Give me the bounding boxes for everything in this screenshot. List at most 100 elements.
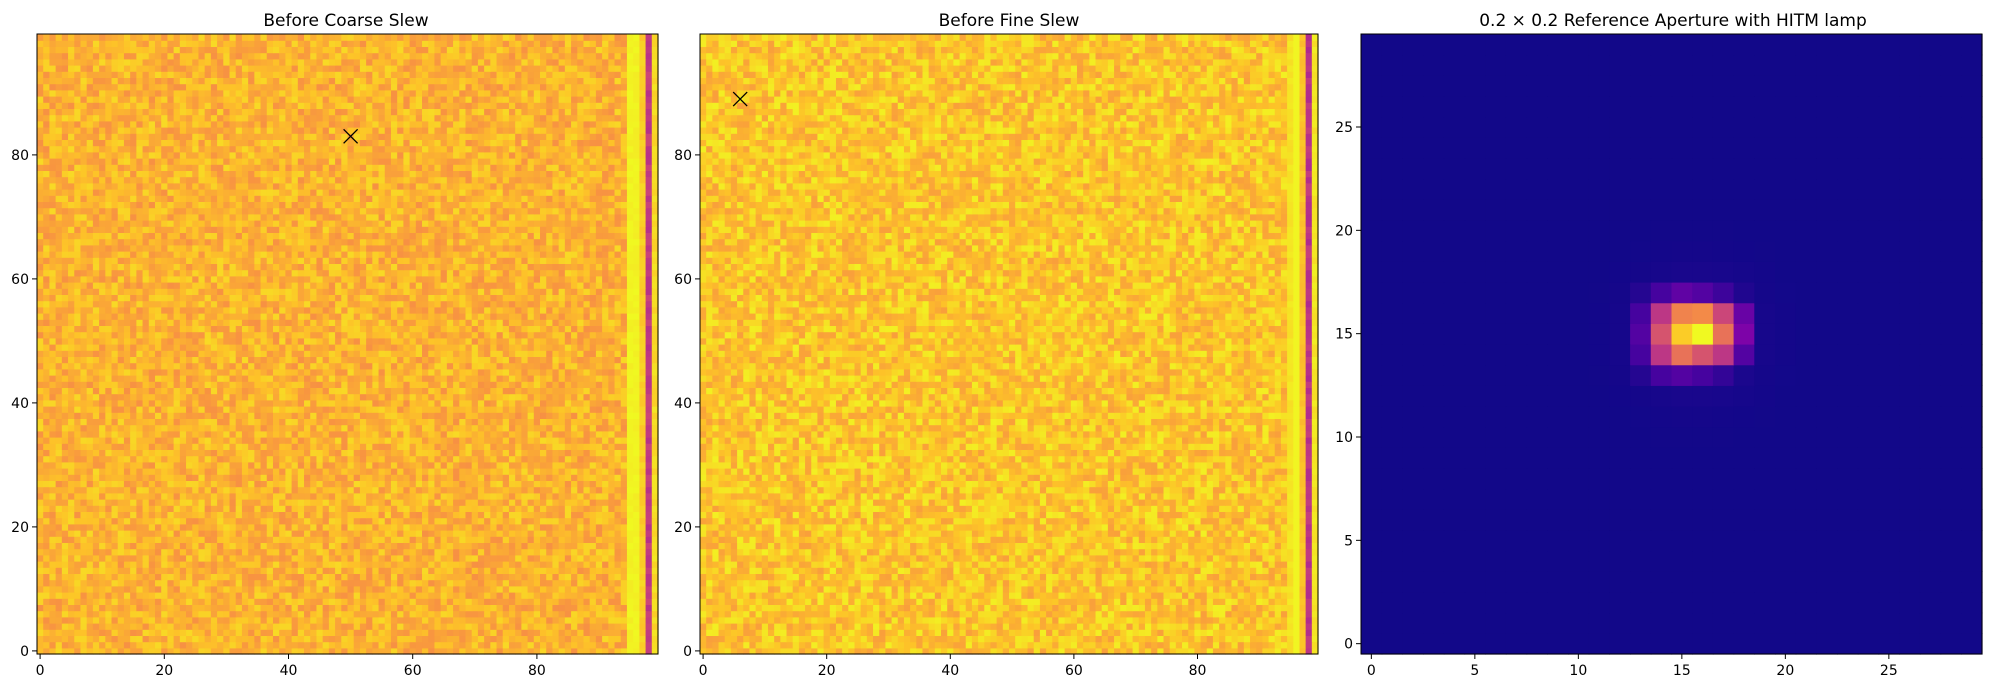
heatmap-cell	[316, 573, 323, 580]
heatmap-cell	[37, 499, 44, 506]
heatmap-cell	[292, 567, 299, 574]
heatmap-cell	[261, 462, 268, 469]
heatmap-cell	[646, 586, 653, 593]
heatmap-cell	[149, 524, 156, 531]
heatmap-cell	[205, 456, 212, 463]
heatmap-cell	[397, 406, 404, 413]
heatmap-cell	[528, 598, 535, 605]
heatmap-cell	[410, 555, 417, 562]
heatmap-cell	[615, 406, 622, 413]
heatmap-cell	[267, 468, 274, 475]
heatmap-cell	[341, 499, 348, 506]
heatmap-cell	[434, 499, 441, 506]
heatmap-cell	[205, 480, 212, 487]
heatmap-cell	[379, 629, 386, 636]
heatmap-cell	[316, 375, 323, 382]
heatmap-cell	[348, 437, 355, 444]
heatmap-cell	[186, 456, 193, 463]
heatmap-cell	[528, 462, 535, 469]
heatmap-cell	[285, 580, 292, 587]
heatmap-cell	[608, 536, 615, 543]
heatmap-cell	[254, 449, 261, 456]
heatmap-cell	[161, 604, 168, 611]
heatmap-cell	[385, 592, 392, 599]
heatmap-cell	[93, 629, 100, 636]
heatmap-cell	[596, 542, 603, 549]
heatmap-cell	[621, 400, 628, 407]
heatmap-cell	[447, 437, 454, 444]
heatmap-cell	[118, 462, 125, 469]
heatmap-cell	[37, 400, 44, 407]
heatmap-cell	[633, 511, 640, 518]
heatmap-cell	[497, 586, 504, 593]
heatmap-cell	[515, 561, 522, 568]
heatmap-cell	[186, 511, 193, 518]
heatmap-cell	[254, 530, 261, 537]
heatmap-cell	[242, 549, 249, 556]
heatmap-cell	[615, 431, 622, 438]
heatmap-cell	[136, 573, 143, 580]
heatmap-cell	[261, 456, 268, 463]
heatmap-cell	[335, 561, 342, 568]
heatmap-cell	[379, 518, 386, 525]
heatmap-cell	[56, 604, 63, 611]
heatmap-cell	[633, 468, 640, 475]
heatmap-cell	[379, 611, 386, 618]
heatmap-cell	[56, 555, 63, 562]
heatmap-cell	[130, 542, 137, 549]
heatmap-cell	[459, 480, 466, 487]
heatmap-cell	[242, 642, 249, 649]
heatmap-cell	[298, 480, 305, 487]
heatmap-cell	[167, 412, 174, 419]
heatmap-cell	[323, 406, 330, 413]
heatmap-cell	[646, 499, 653, 506]
heatmap-cell	[198, 375, 205, 382]
heatmap-cell	[503, 642, 510, 649]
heatmap-cell	[360, 573, 367, 580]
heatmap-cell	[583, 611, 590, 618]
heatmap-cell	[434, 518, 441, 525]
heatmap-cell	[627, 437, 634, 444]
heatmap-cell	[472, 418, 479, 425]
heatmap-cell	[403, 449, 410, 456]
heatmap-cell	[552, 530, 559, 537]
heatmap-cell	[285, 598, 292, 605]
heatmap-cell	[248, 623, 255, 630]
heatmap-cell	[428, 536, 435, 543]
heatmap-cell	[93, 400, 100, 407]
heatmap-cell	[161, 487, 168, 494]
heatmap-cell	[627, 555, 634, 562]
heatmap-cell	[403, 542, 410, 549]
heatmap-cell	[441, 406, 448, 413]
heatmap-cell	[472, 505, 479, 512]
heatmap-cell	[497, 561, 504, 568]
heatmap-cell	[465, 456, 472, 463]
heatmap-cell	[292, 611, 299, 618]
heatmap-cell	[341, 611, 348, 618]
heatmap-cell	[639, 586, 646, 593]
heatmap-cell	[615, 394, 622, 401]
heatmap-cell	[397, 642, 404, 649]
heatmap-cell	[167, 592, 174, 599]
heatmap-cell	[472, 586, 479, 593]
heatmap-cell	[267, 474, 274, 481]
heatmap-cell	[633, 505, 640, 512]
heatmap-cell	[310, 425, 317, 432]
heatmap-cell	[348, 456, 355, 463]
heatmap-cell	[540, 598, 547, 605]
heatmap-cell	[49, 449, 56, 456]
heatmap-cell	[155, 511, 162, 518]
heatmap-cell	[87, 456, 94, 463]
heatmap-cell	[279, 536, 286, 543]
heatmap-cell	[236, 480, 243, 487]
heatmap-cell	[254, 462, 261, 469]
heatmap-cell	[74, 468, 81, 475]
heatmap-cell	[546, 555, 553, 562]
heatmap-cell	[167, 555, 174, 562]
heatmap-cell	[118, 431, 125, 438]
heatmap-cell	[615, 387, 622, 394]
heatmap-cell	[565, 437, 572, 444]
heatmap-cell	[583, 598, 590, 605]
heatmap-cell	[379, 604, 386, 611]
heatmap-cell	[497, 400, 504, 407]
